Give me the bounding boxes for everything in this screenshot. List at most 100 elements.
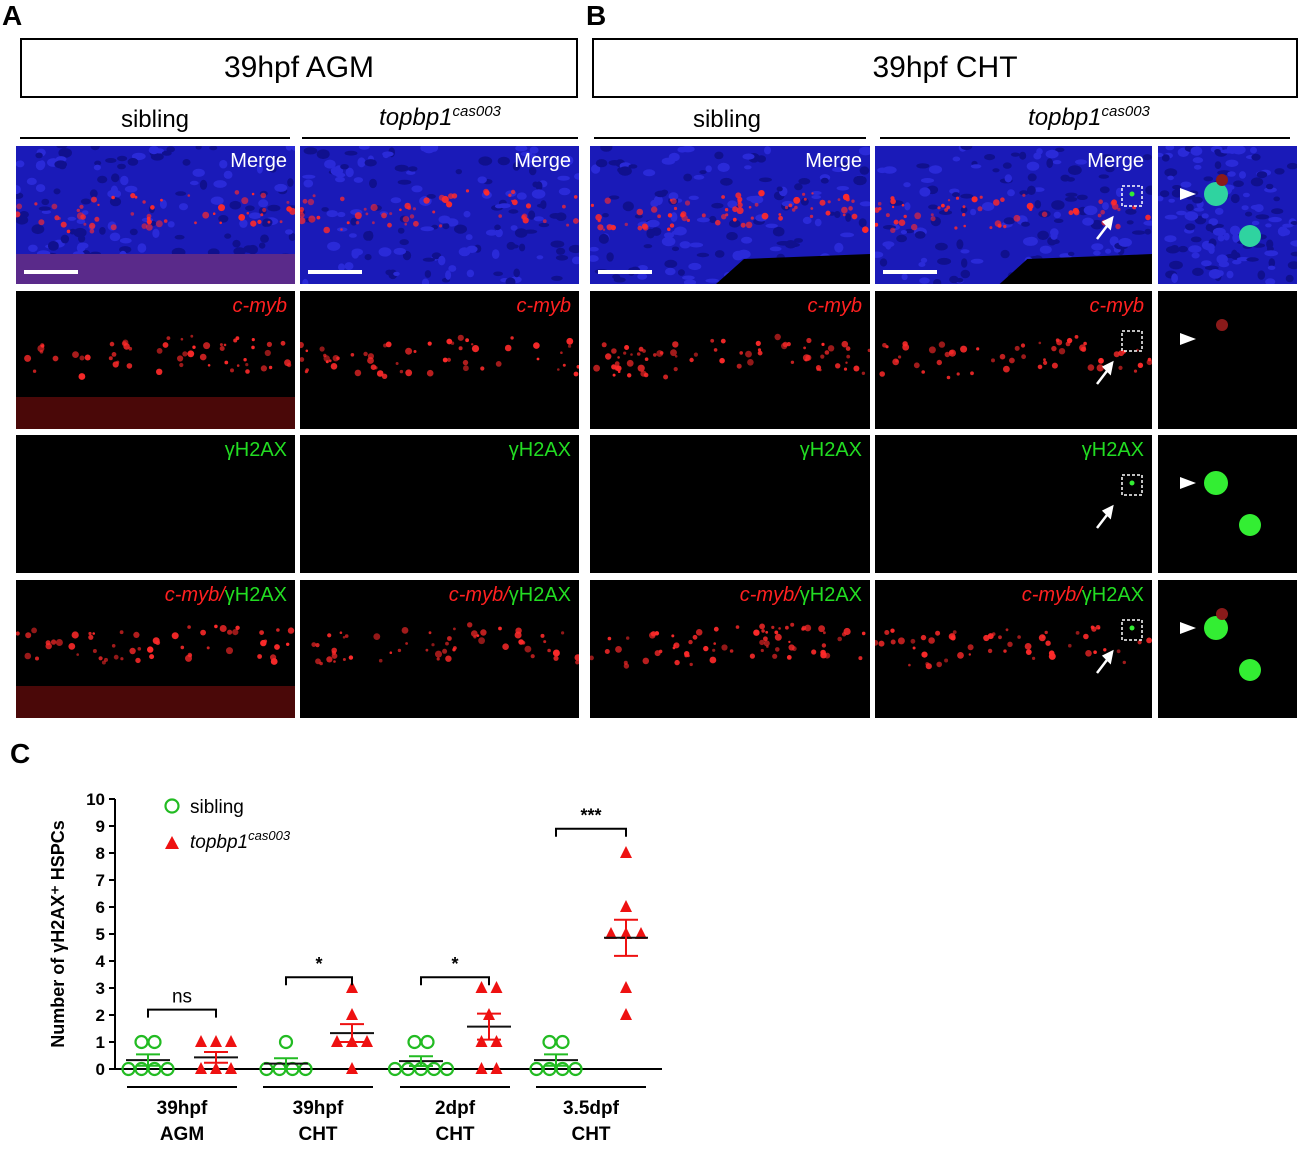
cell-signal (784, 205, 789, 210)
cell-signal (745, 221, 753, 229)
cell-signal (710, 338, 715, 343)
cell-signal (409, 214, 415, 219)
cell-signal (1022, 193, 1026, 197)
cell-signal (315, 658, 321, 665)
cell-signal (439, 224, 443, 228)
cell-signal (257, 219, 262, 224)
cell-signal (110, 224, 117, 231)
micrograph-r3-c2: γH2AX (300, 435, 579, 573)
cell-signal (224, 360, 229, 365)
cell-signal (289, 207, 295, 215)
cell-signal (1043, 358, 1046, 362)
cell-signal (624, 345, 630, 350)
cell-signal (790, 622, 795, 627)
cell-signal (835, 363, 841, 369)
cell-signal (1083, 341, 1087, 346)
cell-signal (1122, 660, 1126, 665)
cell-signal (1020, 343, 1026, 348)
cell-signal (129, 647, 136, 655)
channel-label-cmyb: c-myb (1089, 295, 1144, 317)
cell-signal (160, 198, 163, 202)
micrograph-r4-c1: c-myb/γH2AX (16, 580, 295, 718)
point-sibling (555, 1034, 570, 1050)
micrograph-r4-c3: c-myb/γH2AX (590, 580, 870, 718)
cell-signal (766, 645, 769, 648)
cell-signal (458, 346, 463, 351)
cell-signal (568, 344, 572, 348)
cell-signal (595, 214, 602, 221)
cell-signal (1005, 628, 1009, 632)
channel-label-gh2ax: γH2AX (508, 439, 571, 461)
cell-signal (238, 214, 246, 221)
cell-signal (593, 364, 600, 372)
cell-signal (1044, 630, 1048, 635)
cell-signal (848, 206, 853, 211)
cell-signal (936, 359, 942, 366)
cell-signal (83, 222, 87, 226)
cell-signal (179, 362, 184, 368)
cell-signal (457, 334, 464, 341)
cell-signal (689, 357, 694, 363)
cell-signal (508, 193, 512, 197)
cell-signal (462, 359, 469, 366)
group-label-sibling-a: sibling (120, 106, 190, 133)
point-mutant (361, 1035, 373, 1047)
cell-signal (348, 655, 354, 660)
cell-signal (370, 203, 378, 212)
point-mutant (490, 981, 503, 993)
cell-signal (447, 636, 452, 641)
cell-signal (1051, 345, 1057, 352)
cell-signal (323, 353, 327, 358)
cell-signal (614, 365, 620, 371)
cell-signal (1137, 362, 1144, 368)
cell-signal (1146, 637, 1152, 644)
cell-signal (820, 652, 827, 659)
cell-signal (1025, 649, 1032, 655)
cell-signal (397, 648, 402, 653)
cell-signal (31, 627, 37, 634)
cell-signal (533, 342, 540, 349)
cell-signal (842, 193, 850, 201)
cell-signal (524, 645, 532, 653)
cell-signal (66, 229, 71, 234)
cell-signal (286, 200, 290, 204)
point-mutant (490, 1062, 503, 1074)
cell-signal (180, 645, 185, 650)
cell-signal (778, 215, 783, 221)
cell-signal (340, 228, 343, 231)
cell-signal (566, 337, 574, 345)
cell-signal (709, 656, 717, 664)
micrograph-r4-c5 (1158, 580, 1297, 718)
significance-bracket (147, 1008, 217, 1018)
cell-signal (1017, 635, 1021, 639)
cell-signal (788, 644, 795, 651)
cell-signal (989, 226, 993, 230)
cell-signal (57, 217, 61, 220)
panel-b-title: 39hpf CHT (592, 38, 1298, 98)
cell-signal (821, 643, 827, 648)
group-label: CHT (571, 1124, 610, 1145)
cell-signal (637, 364, 645, 372)
cell-signal (962, 213, 966, 217)
cell-signal (897, 637, 905, 645)
cell-signal (374, 366, 378, 370)
cell-signal (504, 344, 512, 352)
point-sibling (278, 1034, 294, 1050)
cell-signal (331, 653, 338, 659)
cell-signal (155, 220, 163, 228)
y-tick-label: 0 (96, 1060, 105, 1079)
cell-signal (311, 642, 317, 647)
cell-signal (365, 212, 369, 216)
cell-signal (636, 352, 641, 356)
cell-signal (260, 192, 267, 199)
cell-signal (604, 197, 611, 204)
channel-label-merge: Merge (514, 150, 571, 172)
cell-signal (898, 355, 902, 359)
cell-signal (763, 636, 768, 642)
cell-signal (428, 631, 432, 635)
cell-signal (946, 205, 951, 210)
cell-signal (344, 634, 349, 638)
cell-signal (562, 204, 566, 209)
cell-signal (793, 196, 801, 204)
point-mutant (475, 1062, 488, 1074)
